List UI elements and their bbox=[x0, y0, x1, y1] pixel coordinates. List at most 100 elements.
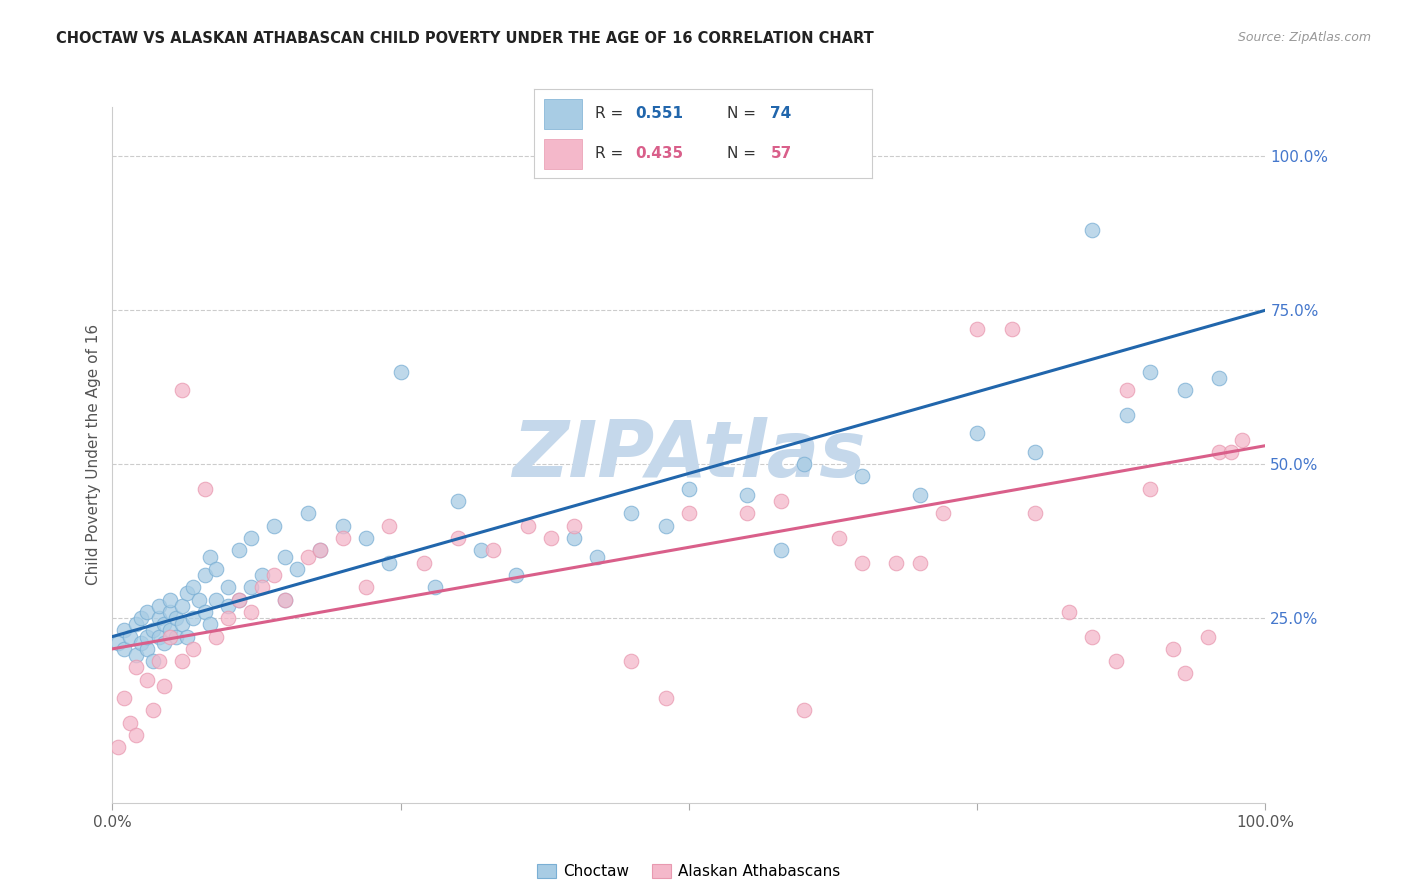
Point bbox=[181, 611, 204, 625]
Point bbox=[1174, 666, 1197, 681]
Point bbox=[851, 469, 873, 483]
Point bbox=[655, 691, 678, 706]
Point bbox=[1001, 321, 1024, 335]
Point bbox=[1197, 630, 1219, 644]
Point bbox=[505, 568, 527, 582]
Point bbox=[112, 624, 135, 638]
Point bbox=[142, 654, 165, 668]
Point bbox=[181, 641, 204, 656]
Point bbox=[378, 556, 401, 570]
Point bbox=[1174, 384, 1197, 398]
Point bbox=[332, 531, 354, 545]
Point bbox=[252, 568, 274, 582]
Point bbox=[159, 624, 181, 638]
Point bbox=[148, 611, 170, 625]
Point bbox=[194, 605, 217, 619]
Point bbox=[176, 586, 198, 600]
Point bbox=[194, 482, 217, 496]
Point bbox=[217, 611, 239, 625]
Point bbox=[217, 599, 239, 613]
Text: Source: ZipAtlas.com: Source: ZipAtlas.com bbox=[1237, 31, 1371, 45]
Point bbox=[124, 660, 146, 674]
Point bbox=[793, 703, 815, 717]
Point bbox=[153, 636, 176, 650]
Point bbox=[205, 630, 228, 644]
Point bbox=[181, 580, 204, 594]
Point bbox=[908, 488, 931, 502]
Point bbox=[678, 507, 700, 521]
Point bbox=[112, 691, 135, 706]
Point bbox=[129, 636, 153, 650]
Point bbox=[148, 599, 170, 613]
Point bbox=[770, 494, 793, 508]
Point bbox=[129, 611, 153, 625]
Point bbox=[239, 605, 262, 619]
Point bbox=[678, 482, 700, 496]
Point bbox=[1059, 605, 1081, 619]
Point bbox=[136, 605, 159, 619]
Text: R =: R = bbox=[595, 106, 628, 120]
Point bbox=[1116, 384, 1139, 398]
Point bbox=[200, 617, 222, 632]
Point bbox=[378, 518, 401, 533]
Point bbox=[620, 654, 643, 668]
Point bbox=[425, 580, 447, 594]
Point bbox=[148, 654, 170, 668]
Point bbox=[170, 599, 193, 613]
Point bbox=[1081, 630, 1104, 644]
Text: 74: 74 bbox=[770, 106, 792, 120]
FancyBboxPatch shape bbox=[544, 99, 582, 129]
Point bbox=[170, 384, 193, 398]
Text: ZIPAtlas: ZIPAtlas bbox=[512, 417, 866, 493]
Point bbox=[153, 679, 176, 693]
Point bbox=[1024, 507, 1046, 521]
Legend: Choctaw, Alaskan Athabascans: Choctaw, Alaskan Athabascans bbox=[531, 858, 846, 886]
Point bbox=[354, 531, 377, 545]
Point bbox=[332, 518, 354, 533]
Point bbox=[389, 365, 412, 379]
Point bbox=[735, 507, 758, 521]
Point bbox=[470, 543, 492, 558]
Point bbox=[585, 549, 607, 564]
Point bbox=[124, 648, 146, 662]
Point bbox=[412, 556, 434, 570]
Point bbox=[136, 630, 159, 644]
Point bbox=[1208, 371, 1230, 385]
Point bbox=[176, 630, 198, 644]
Point bbox=[297, 549, 319, 564]
Point bbox=[228, 592, 250, 607]
Point bbox=[1208, 445, 1230, 459]
Point bbox=[1219, 445, 1241, 459]
Point bbox=[562, 531, 585, 545]
Point bbox=[228, 592, 250, 607]
Point bbox=[124, 617, 146, 632]
Point bbox=[159, 605, 181, 619]
Point bbox=[159, 592, 181, 607]
Point bbox=[263, 568, 285, 582]
Point bbox=[540, 531, 562, 545]
Point bbox=[165, 611, 187, 625]
Point bbox=[1139, 365, 1161, 379]
Point bbox=[252, 580, 274, 594]
Point bbox=[142, 624, 165, 638]
Point bbox=[908, 556, 931, 570]
Y-axis label: Child Poverty Under the Age of 16: Child Poverty Under the Age of 16 bbox=[86, 325, 101, 585]
Point bbox=[200, 549, 222, 564]
Point bbox=[309, 543, 332, 558]
Point bbox=[1139, 482, 1161, 496]
Point bbox=[274, 592, 297, 607]
Text: R =: R = bbox=[595, 146, 628, 161]
Point bbox=[1161, 641, 1184, 656]
Point bbox=[228, 543, 250, 558]
Point bbox=[107, 636, 129, 650]
Point bbox=[770, 543, 793, 558]
Point bbox=[107, 740, 129, 755]
Point bbox=[165, 630, 187, 644]
Point bbox=[1024, 445, 1046, 459]
Point bbox=[562, 518, 585, 533]
Point bbox=[142, 703, 165, 717]
Text: N =: N = bbox=[727, 106, 761, 120]
Point bbox=[112, 641, 135, 656]
Point bbox=[274, 592, 297, 607]
Point bbox=[187, 592, 211, 607]
